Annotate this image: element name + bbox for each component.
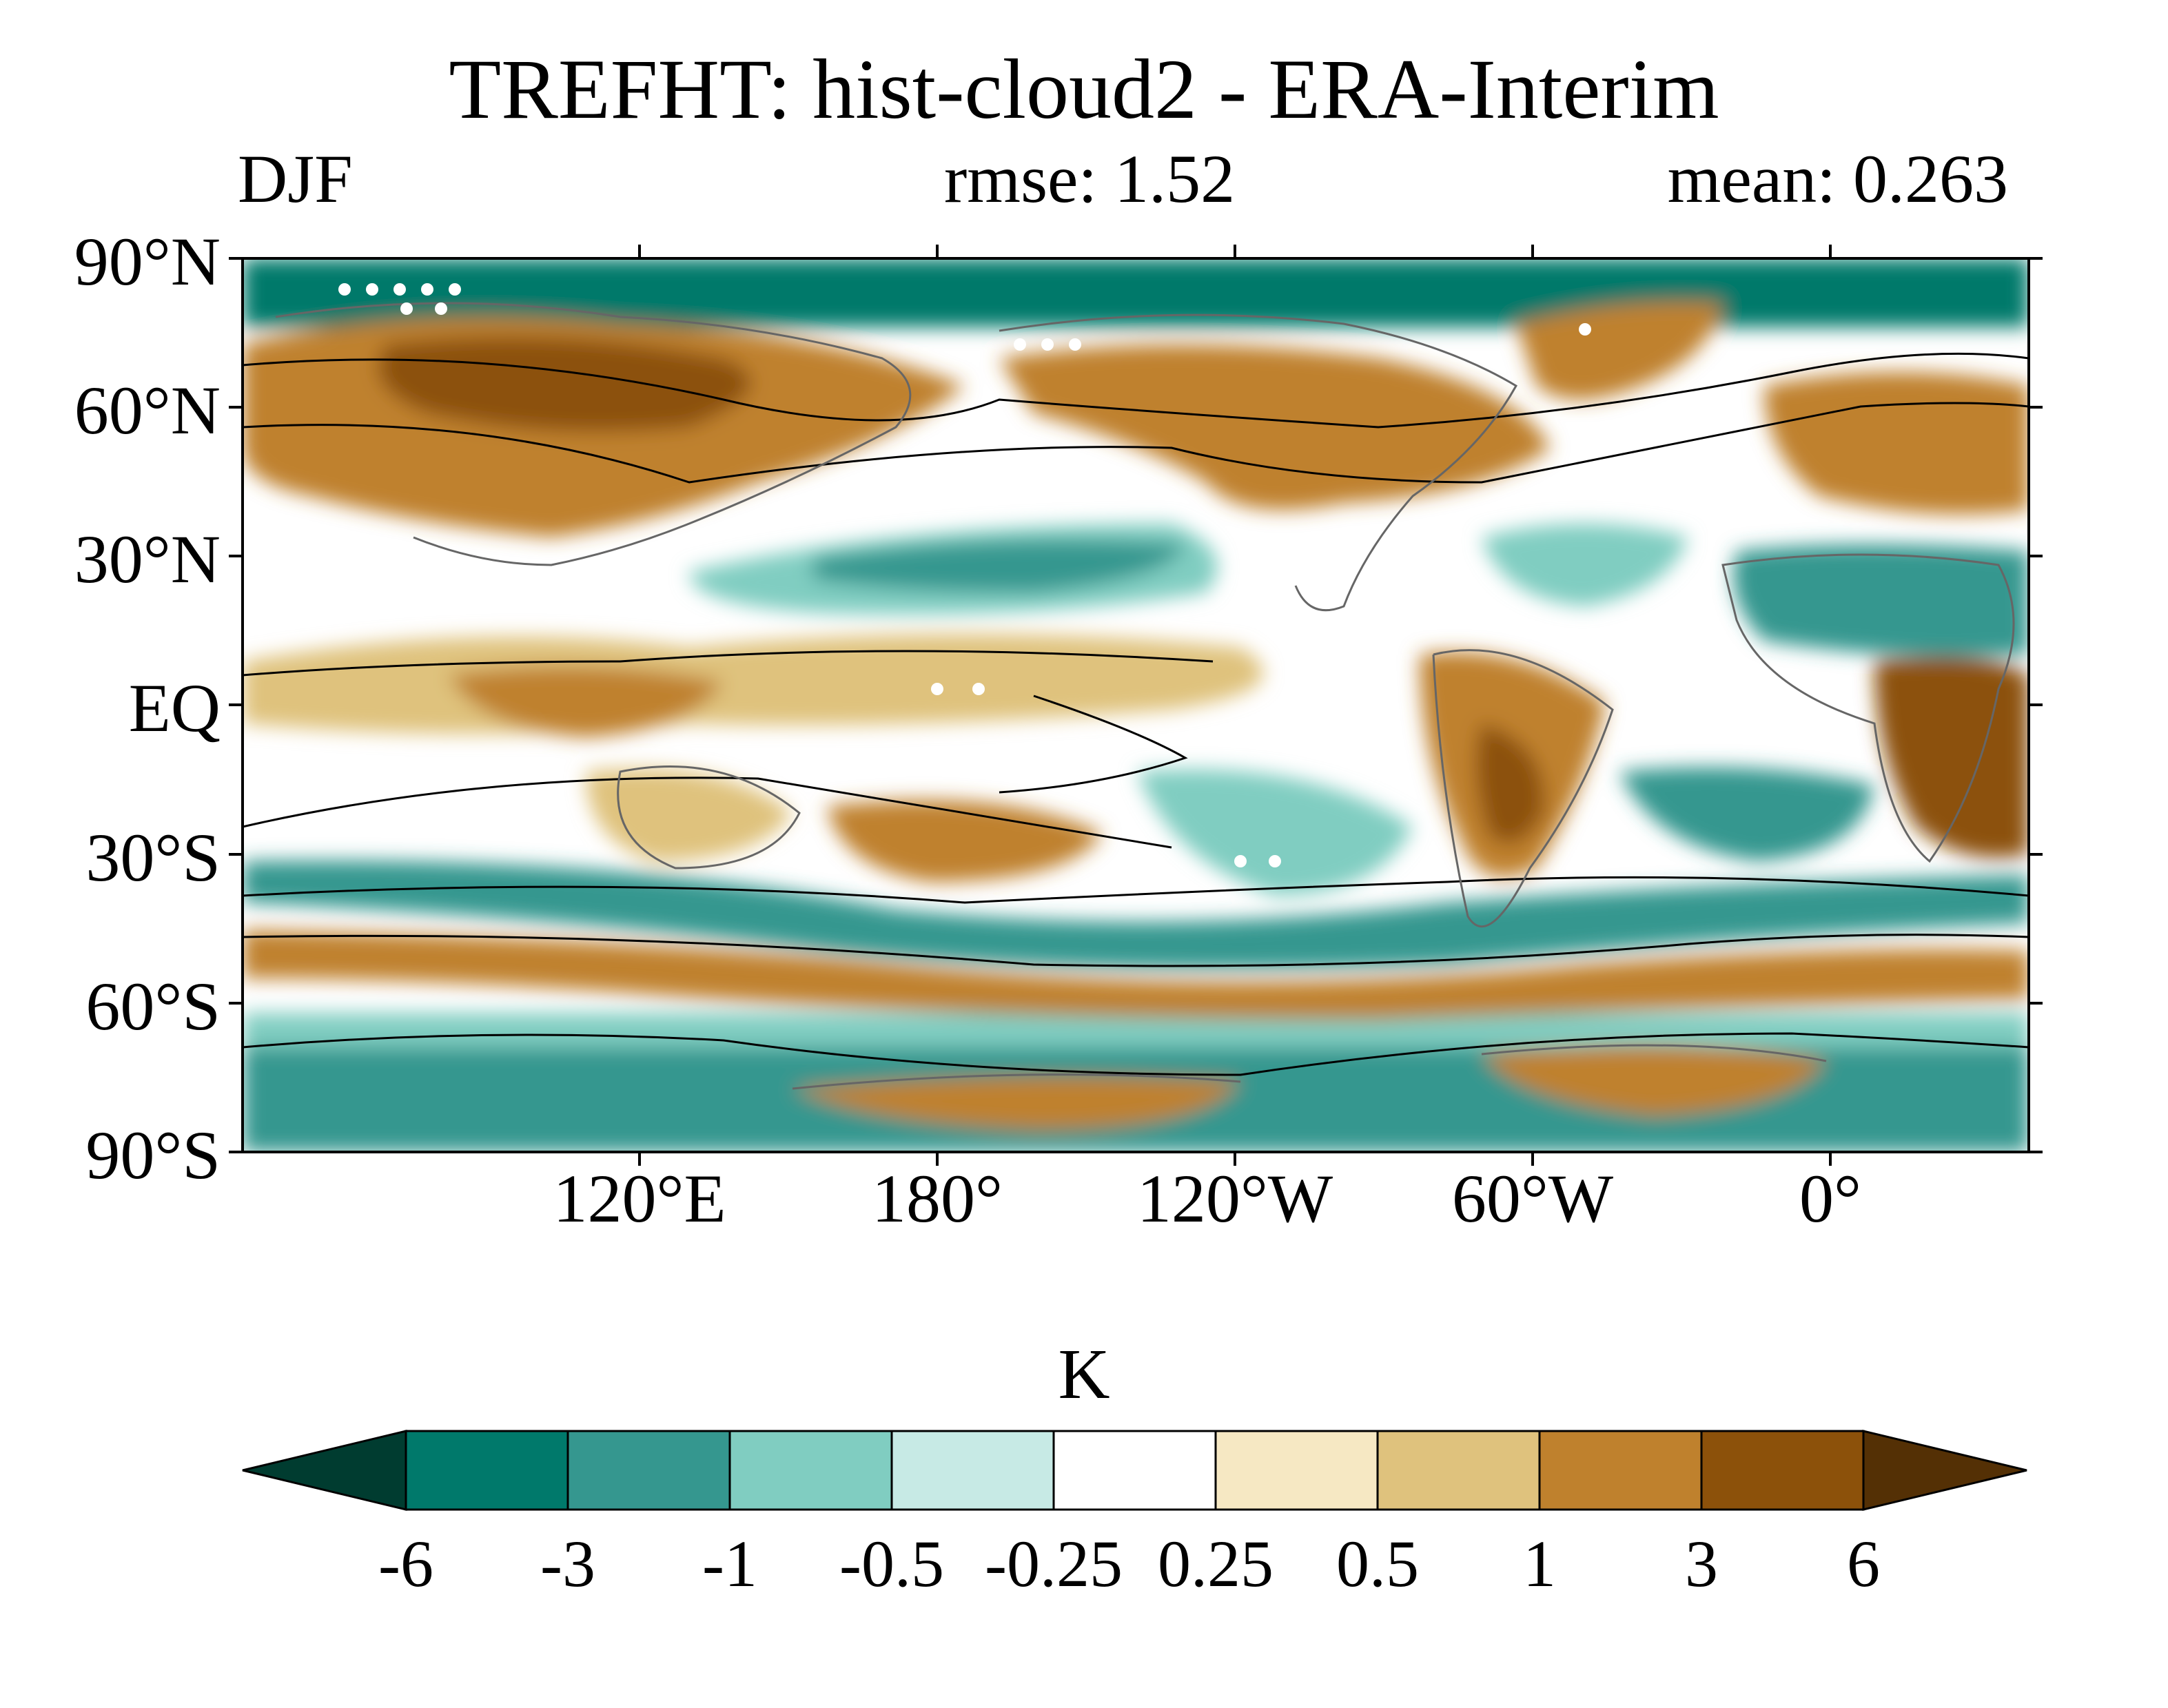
colorbar-label-7: 0.5 [1336, 1527, 1419, 1601]
lon-label-180: 180° [872, 1160, 1003, 1237]
colorbar [242, 1430, 2027, 1511]
mean-label: mean: 0.263 [1667, 141, 2008, 217]
rmse-label: rmse: 1.52 [944, 141, 1236, 217]
lat-label-90s: 90°S [85, 1117, 221, 1193]
lon-label-0: 0° [1799, 1160, 1861, 1237]
europe-warm [1764, 372, 2029, 515]
season-label: DJF [238, 141, 353, 217]
colorbar-bin-6 [1214, 1430, 1379, 1511]
lat-ticks [229, 257, 2043, 1153]
lat-label-60n: 60°N [74, 372, 221, 449]
map-panel [243, 258, 2029, 1152]
colorbar-label-6: 0.25 [1158, 1527, 1274, 1601]
colorbar-label-10: 6 [1847, 1527, 1880, 1601]
siberia-strong-warm [378, 336, 751, 432]
colorbar-under-triangle [242, 1430, 407, 1511]
colorbar-label-9: 3 [1685, 1527, 1718, 1601]
colorbar-bin-3 [728, 1430, 893, 1511]
lon-ticks [638, 245, 1832, 1166]
greenland-warm [1516, 302, 1723, 400]
lon-label-120w: 120°W [1136, 1160, 1333, 1237]
colorbar-bin-2 [566, 1430, 731, 1511]
north-pacific-cool-core [813, 539, 1185, 593]
colorbar-label-3: -1 [702, 1527, 757, 1601]
colorbar-label-8: 1 [1523, 1527, 1556, 1601]
land-outlines [275, 302, 2015, 1090]
colorbar-units: K [1058, 1335, 1110, 1414]
antarctica-warm [792, 1076, 1240, 1130]
lat-label-30s: 30°S [85, 819, 221, 896]
significance-stipples [338, 283, 1591, 867]
antarctica-warm-east [1482, 1045, 1826, 1116]
anomaly-field [243, 258, 2029, 1152]
colorbar-label-1: -6 [378, 1527, 433, 1601]
antarctic-coast-band [243, 1013, 2029, 1047]
figure-title: TREFHT: hist-cloud2 - ERA-Interim [449, 42, 1719, 136]
colorbar-bin-5 [1052, 1430, 1217, 1511]
zero-contour-lines [243, 352, 2029, 1076]
lat-label-30n: 30°N [74, 521, 221, 597]
lat-label-60s: 60°S [85, 968, 221, 1045]
north-america-warm-anomaly [999, 344, 1551, 510]
lon-label-60w: 60°W [1451, 1160, 1614, 1237]
colorbar-bin-7 [1376, 1430, 1541, 1511]
north-atlantic-cool [1482, 524, 1688, 606]
southern-midlat-warm-band [243, 930, 2029, 1020]
colorbar-bin-9 [1700, 1430, 1865, 1511]
south-pacific-cool [1137, 769, 1413, 896]
colorbar-label-5: -0.25 [985, 1527, 1123, 1601]
colorbar-over-triangle [1862, 1430, 2027, 1511]
south-america-strong-warm [1476, 723, 1544, 844]
colorbar-label-2: -3 [540, 1527, 595, 1601]
north-africa-cool [1733, 544, 2029, 657]
lat-label-90n: 90°N [74, 223, 221, 300]
colorbar-label-4: -0.5 [839, 1527, 944, 1601]
south-pacific-warm [827, 800, 1103, 882]
colorbar-bin-8 [1538, 1430, 1703, 1511]
maritime-continent-warm [448, 666, 724, 737]
lon-label-120e: 120°E [553, 1160, 726, 1237]
southern-africa-warm [1874, 657, 2029, 858]
lat-label-eq: EQ [128, 670, 221, 746]
south-atlantic-cool [1619, 767, 1874, 861]
colorbar-bin-4 [890, 1430, 1055, 1511]
colorbar-bin-1 [405, 1430, 569, 1511]
australia-warm [586, 769, 792, 861]
